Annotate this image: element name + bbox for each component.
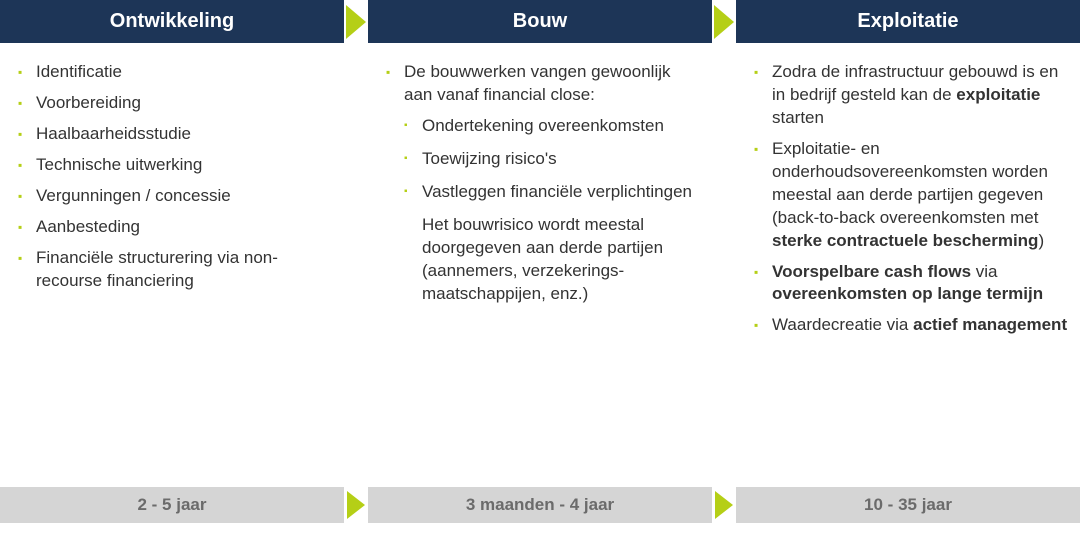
col-bouw: De bouwwerken vangen gewoonlijk aan vana… xyxy=(368,47,712,487)
footer-ontwikkeling: 2 - 5 jaar xyxy=(0,487,344,523)
chevron-right-icon xyxy=(715,491,733,519)
list-item: Haalbaarheidsstudie xyxy=(18,123,334,146)
list-item: Technische uitwerking xyxy=(18,154,334,177)
chevron-right-icon xyxy=(714,5,734,39)
list-item: De bouwwerken vangen gewoonlijk aan vana… xyxy=(386,61,702,305)
header-row: Ontwikkeling Bouw Exploitatie xyxy=(0,0,1080,43)
chevron-right-icon xyxy=(347,491,365,519)
list-item: Financiële structurering via non-recours… xyxy=(18,247,334,293)
content-row: Identificatie Voorbereiding Haalbaarheidss… xyxy=(0,47,1080,487)
arrow-3 xyxy=(344,487,368,523)
list-item: Exploitatie- en onderhoudsovereenkomsten… xyxy=(754,138,1070,253)
list-item: Zodra de infrastructuur gebouwd is en in… xyxy=(754,61,1070,130)
list-item: Voorbereiding xyxy=(18,92,334,115)
arrow-2 xyxy=(712,0,736,43)
list-item: Waardecreatie via actief management xyxy=(754,314,1070,337)
chevron-right-icon xyxy=(346,5,366,39)
header-exploitatie: Exploitatie xyxy=(736,0,1080,43)
footer-row: 2 - 5 jaar 3 maanden - 4 jaar 10 - 35 ja… xyxy=(0,487,1080,523)
trailing-paragraph: Het bouwrisico wordt meestal doorgegeven… xyxy=(404,214,702,306)
arrow-1 xyxy=(344,0,368,43)
list-item: Vergunningen / concessie xyxy=(18,185,334,208)
col-exploitatie: Zodra de infrastructuur gebouwd is en in… xyxy=(736,47,1080,487)
list-item: Voorspelbare cash flows via overeenkomst… xyxy=(754,261,1070,307)
sub-list-item: Ondertekening overeenkomsten xyxy=(404,115,702,138)
footer-exploitatie: 10 - 35 jaar xyxy=(736,487,1080,523)
footer-bouw: 3 maanden - 4 jaar xyxy=(368,487,712,523)
list-item: Aanbesteding xyxy=(18,216,334,239)
col-ontwikkeling: Identificatie Voorbereiding Haalbaarheidss… xyxy=(0,47,344,487)
header-bouw: Bouw xyxy=(368,0,712,43)
sub-list-item: Vastleggen financiële verplichtingen xyxy=(404,181,702,204)
sub-list-item: Toewijzing risico's xyxy=(404,148,702,171)
list-item: Identificatie xyxy=(18,61,334,84)
arrow-4 xyxy=(712,487,736,523)
header-ontwikkeling: Ontwikkeling xyxy=(0,0,344,43)
